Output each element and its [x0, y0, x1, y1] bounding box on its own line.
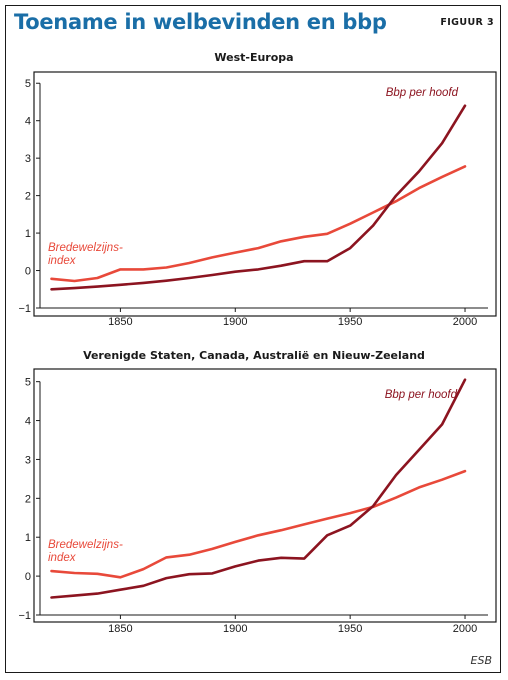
x-tick-label: 1900 — [223, 316, 247, 328]
annotation-bbp: Bbp per hoofd — [386, 87, 459, 99]
chart-us-canada-australia-nz: Verenigde Staten, Canada, Australië en N… — [18, 349, 497, 635]
y-tick-label: 3 — [25, 153, 31, 165]
y-tick-label: 1 — [25, 228, 31, 240]
annotation-welzijn-line2: index — [48, 255, 77, 267]
y-tick-label: 5 — [25, 377, 31, 389]
figure-number: FIGUUR 3 — [440, 17, 494, 28]
series-bbp-per-hoofd — [50, 104, 467, 291]
chart-west-europe: West-Europa −1 0 1 2 3 4 5 1850 1900 1950 2000 Bbp p… — [18, 51, 497, 328]
y-tick-label: 0 — [25, 266, 31, 278]
annotation-bbp: Bbp per hoofd — [385, 389, 458, 401]
x-tick-label: 2000 — [453, 623, 477, 635]
y-tick-label: 3 — [25, 454, 31, 466]
y-tick-label: −1 — [18, 303, 31, 315]
x-tick-label: 1950 — [338, 316, 362, 328]
x-tick-label: 1850 — [108, 623, 132, 635]
plot-frame — [33, 71, 497, 317]
x-tick-label: 1900 — [223, 623, 247, 635]
y-tick-label: 0 — [25, 571, 31, 583]
annotation-welzijn-line1: Bredewelzijns- — [48, 539, 123, 551]
x-tick-label: 1850 — [108, 316, 132, 328]
y-tick-label: 2 — [25, 191, 31, 203]
y-tick-label: 4 — [25, 416, 31, 428]
annotation-welzijn-line1: Bredewelzijns- — [48, 242, 123, 254]
series-bredewelzijns-index — [50, 469, 467, 579]
series-bbp-per-hoofd — [50, 378, 467, 599]
x-tick-label: 2000 — [453, 316, 477, 328]
source-label: ESB — [470, 654, 492, 667]
x-tick-label: 1950 — [338, 623, 362, 635]
y-tick-label: 5 — [25, 78, 31, 90]
plot-frame — [33, 368, 497, 623]
chart-title: West-Europa — [214, 51, 293, 64]
series-bredewelzijns-index — [50, 165, 467, 283]
chart-title: Verenigde Staten, Canada, Australië en N… — [83, 349, 425, 362]
y-tick-label: −1 — [18, 610, 31, 622]
annotation-welzijn-line2: index — [48, 552, 77, 564]
y-tick-label: 2 — [25, 493, 31, 505]
y-tick-label: 4 — [25, 116, 31, 128]
figure-title: Toename in welbevinden en bbp — [14, 10, 387, 34]
y-tick-label: 1 — [25, 532, 31, 544]
